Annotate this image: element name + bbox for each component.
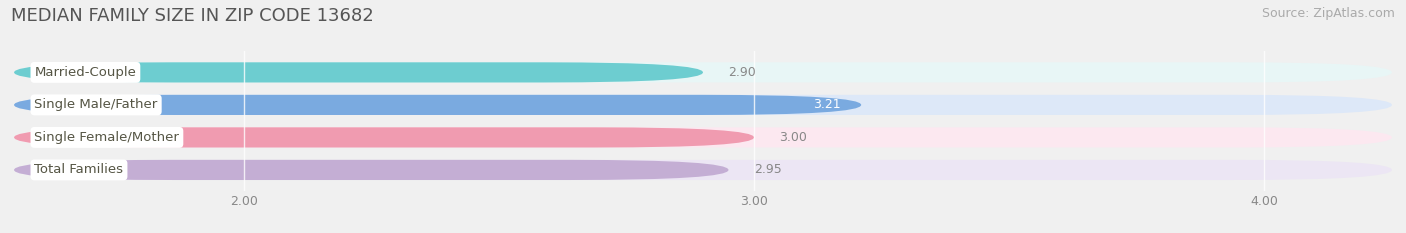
FancyBboxPatch shape xyxy=(14,160,1392,180)
FancyBboxPatch shape xyxy=(14,160,728,180)
FancyBboxPatch shape xyxy=(14,62,1392,82)
FancyBboxPatch shape xyxy=(14,95,862,115)
Text: 2.90: 2.90 xyxy=(728,66,756,79)
FancyBboxPatch shape xyxy=(14,127,754,147)
FancyBboxPatch shape xyxy=(14,127,1392,147)
FancyBboxPatch shape xyxy=(14,62,703,82)
Text: Married-Couple: Married-Couple xyxy=(35,66,136,79)
Text: 3.21: 3.21 xyxy=(813,98,841,111)
Text: 2.95: 2.95 xyxy=(754,163,782,176)
Text: MEDIAN FAMILY SIZE IN ZIP CODE 13682: MEDIAN FAMILY SIZE IN ZIP CODE 13682 xyxy=(11,7,374,25)
Text: Single Female/Mother: Single Female/Mother xyxy=(35,131,180,144)
Text: Total Families: Total Families xyxy=(35,163,124,176)
Text: 3.00: 3.00 xyxy=(779,131,807,144)
Text: Source: ZipAtlas.com: Source: ZipAtlas.com xyxy=(1261,7,1395,20)
FancyBboxPatch shape xyxy=(14,95,1392,115)
Text: Single Male/Father: Single Male/Father xyxy=(35,98,157,111)
